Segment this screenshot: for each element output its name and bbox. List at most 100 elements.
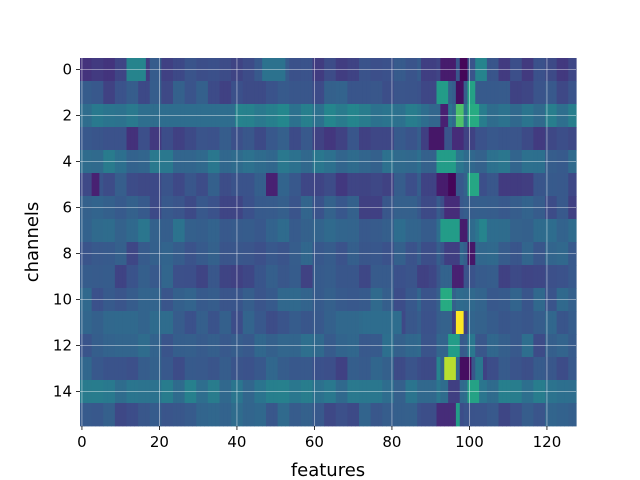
heatmap-cell: [339, 311, 345, 335]
heatmap-cell: [428, 127, 434, 151]
heatmap-cell: [347, 403, 352, 427]
heatmap-cell: [517, 219, 523, 243]
heatmap-cell: [548, 81, 554, 105]
heatmap-cell: [273, 403, 279, 427]
heatmap-cell: [502, 219, 507, 243]
heatmap-cell: [246, 219, 252, 243]
heatmap-cell: [184, 81, 190, 105]
x-tick-label: 120: [533, 433, 562, 451]
heatmap-cell: [366, 219, 372, 243]
heatmap-cell: [541, 265, 546, 289]
heatmap-cell: [180, 403, 186, 427]
heatmap-cell: [169, 311, 174, 335]
heatmap-cell: [355, 403, 360, 427]
heatmap-cell: [378, 357, 383, 381]
heatmap-cell: [149, 81, 155, 105]
heatmap-cell: [498, 127, 503, 151]
heatmap-cell: [517, 403, 523, 427]
heatmap-cell: [204, 127, 209, 151]
heatmap-cell: [432, 311, 438, 335]
heatmap-cell: [343, 357, 348, 381]
heatmap-cell: [436, 357, 441, 381]
heatmap-cell: [541, 127, 546, 151]
heatmap-cell: [517, 81, 523, 105]
heatmap-cell: [552, 357, 558, 381]
heatmap-cell: [126, 357, 131, 381]
heatmap-cell: [87, 173, 93, 197]
heatmap-cell: [506, 173, 511, 197]
heatmap-cell: [452, 265, 457, 289]
heatmap-cell: [91, 403, 97, 427]
heatmap-cell: [452, 127, 457, 151]
heatmap-cell: [417, 265, 422, 289]
heatmap-cell: [126, 219, 131, 243]
heatmap-cell: [335, 81, 341, 105]
heatmap-cell: [525, 357, 531, 381]
heatmap-cell: [366, 403, 372, 427]
heatmap-cell: [114, 265, 120, 289]
heatmap-cell: [548, 357, 554, 381]
heatmap-cell: [103, 127, 108, 151]
heatmap-cell: [145, 403, 151, 427]
heatmap-cell: [83, 127, 89, 151]
heatmap-cell: [176, 311, 182, 335]
heatmap-cell: [525, 311, 531, 335]
heatmap-cell: [285, 265, 290, 289]
heatmap-cell: [107, 219, 112, 243]
heatmap-cell: [142, 311, 147, 335]
heatmap-cell: [114, 81, 120, 105]
heatmap-cell: [444, 81, 449, 105]
heatmap-cell: [463, 127, 469, 151]
heatmap-cell: [134, 311, 139, 335]
heatmap-cell: [142, 81, 147, 105]
heatmap-cell: [273, 219, 279, 243]
heatmap-cell: [401, 357, 407, 381]
heatmap-cell: [184, 173, 190, 197]
heatmap-cell: [432, 265, 438, 289]
heatmap-cell: [246, 265, 252, 289]
heatmap-cell: [145, 81, 151, 105]
heatmap-cell: [413, 403, 418, 427]
heatmap-cell: [448, 219, 453, 243]
heatmap-cell: [204, 311, 209, 335]
heatmap-cell: [486, 81, 492, 105]
heatmap-cell: [223, 403, 228, 427]
heatmap-cell: [269, 311, 275, 335]
heatmap-cell: [386, 403, 391, 427]
heatmap-cell: [165, 81, 170, 105]
heatmap-cell: [440, 311, 445, 335]
heatmap-cell: [436, 127, 441, 151]
heatmap-cell: [219, 127, 224, 151]
heatmap-cell: [362, 219, 368, 243]
heatmap-cell: [362, 127, 368, 151]
x-tick-label: 100: [455, 433, 484, 451]
heatmap-cell: [475, 127, 480, 151]
heatmap-cell: [548, 219, 554, 243]
heatmap-cell: [424, 357, 430, 381]
heatmap-cell: [347, 219, 352, 243]
heatmap-cell: [351, 81, 356, 105]
heatmap-cell: [285, 81, 290, 105]
heatmap-cell: [262, 311, 267, 335]
heatmap-cell: [386, 265, 391, 289]
heatmap-cell: [440, 81, 445, 105]
heatmap-cell: [351, 357, 356, 381]
heatmap-cell: [269, 219, 275, 243]
heatmap-cell: [262, 127, 267, 151]
heatmap-cell: [300, 311, 306, 335]
heatmap-cell: [134, 219, 139, 243]
heatmap-cell: [138, 81, 143, 105]
heatmap-cell: [176, 173, 182, 197]
heatmap-cell: [320, 311, 325, 335]
heatmap-cell: [188, 173, 193, 197]
heatmap-cell: [564, 357, 569, 381]
heatmap-cell: [320, 173, 325, 197]
heatmap-cell: [529, 311, 534, 335]
heatmap-cell: [409, 403, 414, 427]
heatmap-cell: [432, 357, 438, 381]
heatmap-cell: [266, 265, 271, 289]
heatmap-cell: [83, 357, 89, 381]
heatmap-cell: [161, 173, 166, 197]
heatmap-cell: [405, 311, 410, 335]
heatmap-cell: [339, 403, 345, 427]
